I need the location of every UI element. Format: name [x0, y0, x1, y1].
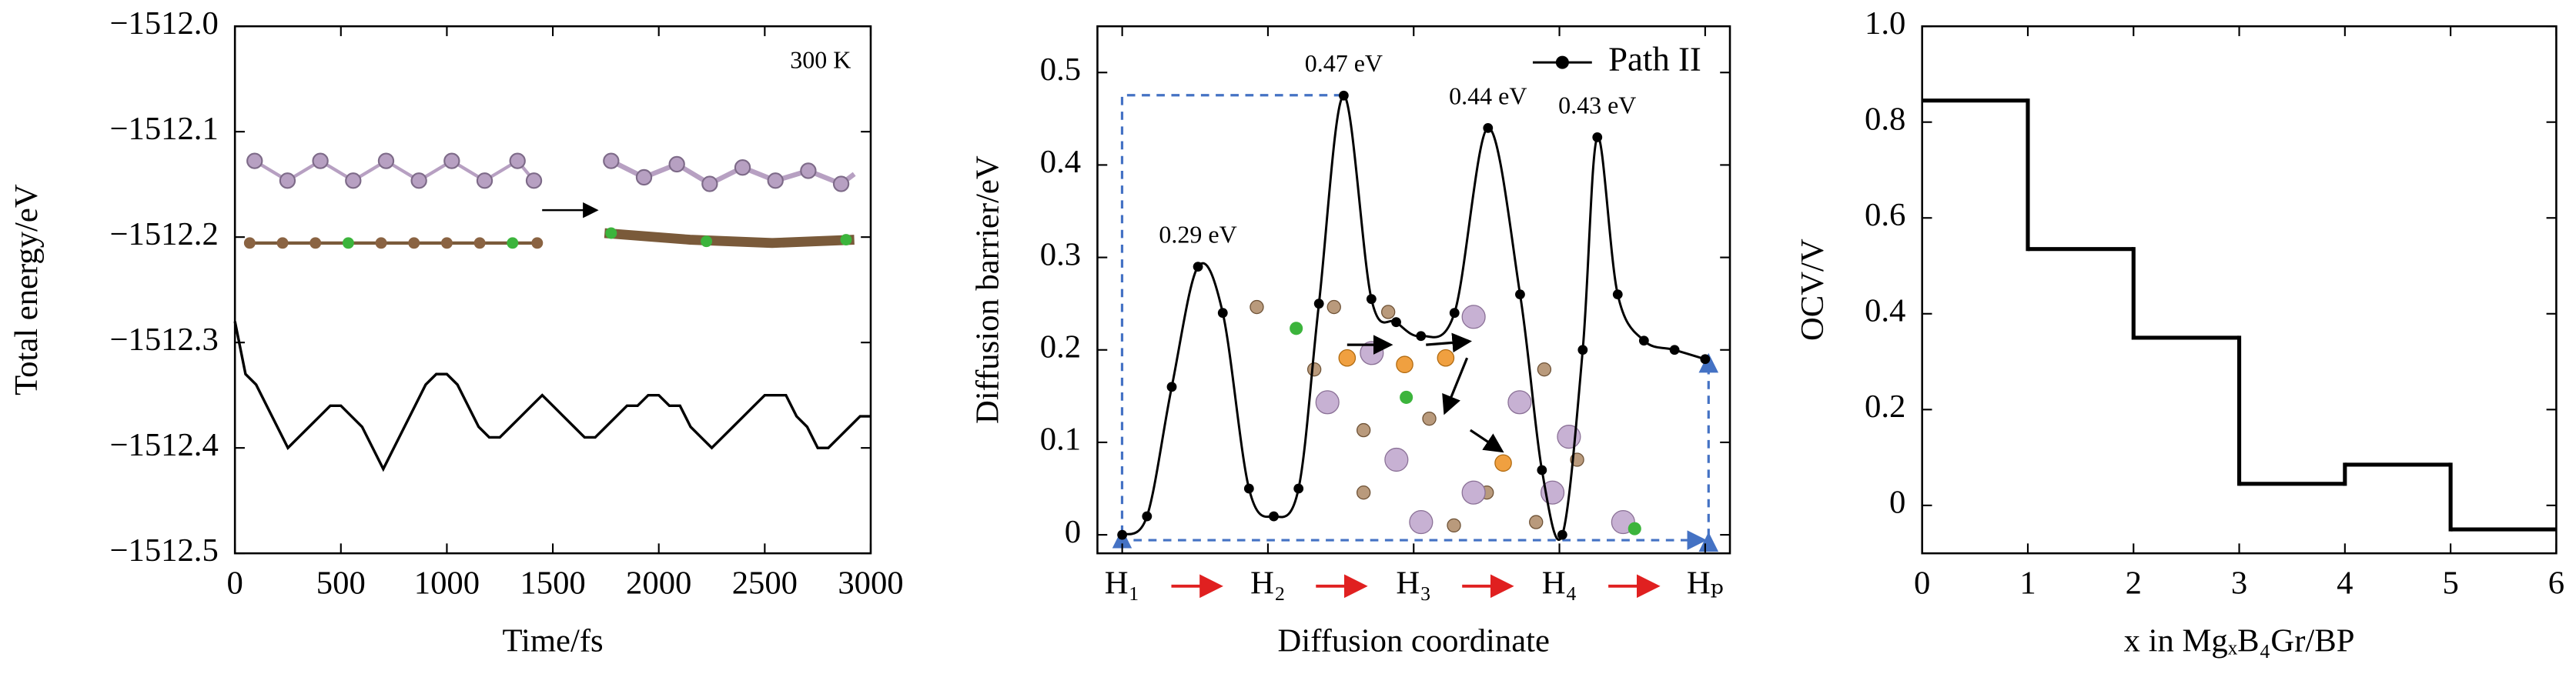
y-tick-label: 0.6 [1865, 197, 1905, 233]
x-axis-label: Diffusion coordinate [1278, 622, 1550, 659]
barrier-point [1537, 465, 1547, 475]
barrier-curve [1121, 94, 1706, 542]
barrier-point [1366, 294, 1377, 305]
x-axis-label: Time/fs [502, 622, 603, 659]
y-tick-label: 0.2 [1865, 389, 1905, 425]
structure-decoration [243, 152, 856, 249]
y-tick-label: −1512.3 [109, 322, 218, 358]
path-decoration [1112, 94, 1719, 599]
barrier-point [1243, 483, 1254, 494]
y-axis-label: Diffusion barrier/eV [970, 155, 1006, 424]
x-tick-label: 5 [2442, 566, 2458, 602]
x-tick-label: 2 [2126, 566, 2142, 602]
barrier-point [1638, 335, 1649, 346]
barrier-point [1269, 511, 1279, 522]
x-tick-label: 3000 [838, 566, 903, 602]
y-tick-label: 0.1 [1040, 422, 1081, 458]
peak-label: 0.43 eV [1558, 91, 1636, 118]
x-tick-label: H₄ [1542, 566, 1577, 602]
y-tick-label: −1512.1 [109, 111, 218, 147]
x-tick-label: 4 [2337, 566, 2353, 602]
x-tick-label: H₂ [1250, 566, 1286, 602]
x-tick-label: 0 [226, 566, 243, 602]
barrier-point [1700, 354, 1711, 365]
y-tick-label: 0 [1065, 514, 1081, 550]
x-axis-label: x in MgₓB₄Gr/BP [2124, 622, 2355, 659]
x-tick-label: 6 [2548, 566, 2564, 602]
barrier-point [1142, 511, 1153, 522]
barrier-point [1193, 262, 1203, 272]
y-tick-label: 0.8 [1865, 101, 1905, 137]
barrier-point [1483, 122, 1494, 133]
y-tick-label: 1.0 [1865, 5, 1905, 42]
barrier-point [1217, 308, 1228, 319]
barrier-point [1313, 299, 1324, 309]
temperature-label: 300 K [790, 45, 851, 73]
legend-marker [1555, 55, 1569, 69]
y-tick-label: 0.5 [1040, 52, 1081, 88]
x-tick-label: 3 [2231, 566, 2247, 602]
peak-label: 0.47 eV [1305, 49, 1383, 77]
barrier-point [1166, 382, 1177, 392]
barrier-point [1612, 289, 1623, 300]
barrier-point [1557, 529, 1567, 540]
peak-label: 0.44 eV [1449, 82, 1527, 109]
x-tick-label: 0 [1914, 566, 1930, 602]
y-tick-label: 0.4 [1865, 293, 1905, 329]
barrier-point [1338, 90, 1349, 101]
barrier-point [1577, 345, 1588, 355]
x-tick-label: 2000 [626, 566, 691, 602]
legend-label: Path II [1608, 39, 1701, 78]
y-axis-label: OCV/V [1795, 239, 1831, 341]
y-axis-label: Total energy/eV [8, 184, 45, 395]
barrier-point [1391, 317, 1401, 328]
y-tick-label: 0.4 [1040, 144, 1081, 180]
y-tick-label: 0 [1889, 485, 1905, 521]
x-tick-label: H₁ [1105, 566, 1140, 602]
x-tick-label: H₃ [1396, 566, 1431, 602]
x-tick-label: 1000 [414, 566, 480, 602]
barrier-point [1449, 308, 1460, 319]
barrier-point [1515, 289, 1525, 300]
x-tick-label: 2500 [732, 566, 798, 602]
barrier-point [1669, 345, 1680, 355]
barrier-point [1293, 483, 1304, 494]
y-tick-label: −1512.4 [109, 427, 218, 463]
y-tick-label: 0.3 [1040, 236, 1081, 272]
x-tick-label: 1 [2019, 566, 2036, 602]
x-tick-label: 1500 [520, 566, 585, 602]
x-tick-label: Hₚ [1687, 566, 1724, 602]
y-tick-label: −1512.2 [109, 216, 218, 252]
plot-frame [233, 25, 872, 555]
barrier-point [1117, 529, 1128, 540]
y-tick-label: −1512.0 [109, 5, 218, 42]
x-tick-label: 500 [316, 566, 366, 602]
barrier-point [1416, 331, 1427, 342]
y-tick-label: −1512.5 [109, 532, 218, 569]
y-tick-label: 0.2 [1040, 329, 1081, 365]
barrier-point [1592, 132, 1603, 142]
peak-label: 0.29 eV [1159, 221, 1236, 249]
energy-line [233, 321, 871, 472]
